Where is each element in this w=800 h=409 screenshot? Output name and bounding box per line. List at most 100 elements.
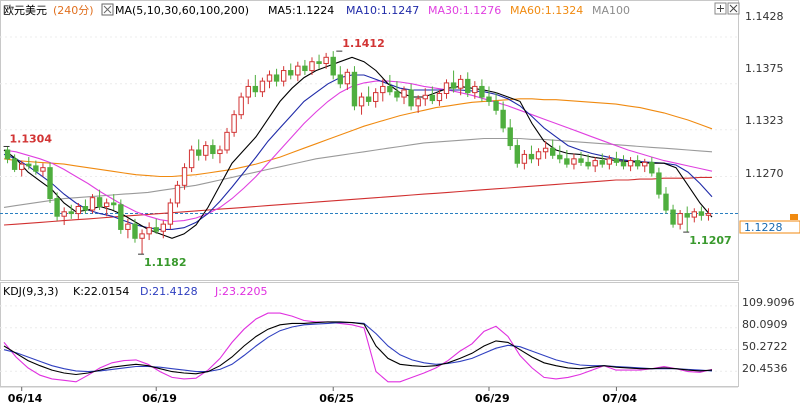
price-tick-1: 1.1375 [745,62,784,75]
candle-body-69 [493,100,499,111]
candle-body-54 [387,85,393,93]
candle-body-88 [627,160,634,167]
candle-body-61 [436,93,443,102]
candle-body-93 [663,193,669,211]
candle-body-71 [507,127,513,147]
candle-body-84 [599,160,605,165]
price-panel-frame [0,0,739,281]
header-ma30: MA30:1.1276 [428,4,501,17]
candle-body-87 [620,161,627,167]
candle-body-42 [302,65,308,72]
candle-body-29 [210,145,216,155]
candle-body-59 [422,94,428,100]
candle-body-8 [61,211,67,217]
header-ma5: MA5:1.1224 [268,4,334,17]
candle-body-58 [415,98,421,107]
header-symbol: 欧元美元 [3,4,47,17]
ma100-line [3,137,713,208]
current-price-value: 1.1228 [744,221,783,234]
candle-body-53 [380,85,386,94]
candle-body-85 [606,158,613,165]
candle-body-35 [252,85,259,93]
date-tick-4: 07/04 [602,392,637,405]
candle-body-22 [160,223,166,232]
candle-body-65 [465,78,471,94]
candle-body-31 [224,131,230,151]
candle-body-89 [634,160,641,167]
kdj-tick-3: 20.4536 [742,362,788,375]
price-annotation-1: 1.1182 [144,256,186,269]
candle-body-14 [103,202,110,207]
candle-body-55 [394,91,400,98]
kdj-label: KDJ(9,3,3) [3,285,59,298]
price-tick-0: 1.1428 [745,10,784,23]
date-tick-3: 06/29 [475,392,510,405]
candle-body-13 [96,197,103,207]
candle-body-43 [309,61,315,72]
candle-body-6 [47,167,53,200]
candle-body-66 [472,85,478,94]
candle-body-60 [429,94,436,102]
candle-body-10 [75,205,82,215]
candle-body-48 [344,71,351,85]
candle-body-96 [684,213,690,218]
candle-body-25 [181,167,188,186]
candle-body-57 [408,89,414,107]
candle-body-47 [337,74,343,85]
kdj-tick-1: 80.0909 [742,318,788,331]
candle-body-26 [188,149,195,169]
candle-body-82 [585,161,591,167]
candle-body-18 [132,223,138,239]
candle-body-11 [82,205,89,211]
current-price-tag: 1.1228 [739,220,800,234]
candle-body-37 [266,74,273,82]
candle-body-23 [167,202,174,225]
candle-body-92 [656,172,662,195]
right-marker-icon [790,214,798,220]
price-tick-3: 1.1270 [745,167,784,180]
kdj-k-value: K:22.0154 [73,285,129,298]
candle-body-95 [677,213,683,225]
candle-body-19 [139,233,145,239]
candle-body-64 [457,78,464,89]
candle-body-83 [592,160,598,167]
candle-body-30 [217,149,223,155]
candle-body-79 [564,158,570,165]
candle-body-2 [19,163,25,170]
ma-settings-icon[interactable] [101,3,114,16]
kdj-j-line [3,312,713,383]
candle-body-21 [153,227,159,232]
candle-body-28 [203,145,209,156]
header-ma60: MA60:1.1324 [510,4,583,17]
ma60-line [3,98,713,178]
header-ma10: MA10:1.1247 [346,4,419,17]
candle-body-34 [245,85,251,98]
candle-body-16 [118,204,124,230]
candle-body-27 [196,149,202,156]
candle-body-1 [11,158,18,170]
ma30-line [3,80,713,223]
header-ma-label: MA(5,10,30,60,100,200) [115,4,249,17]
candle-body-98 [698,211,705,216]
candle-body-56 [401,89,407,98]
candle-body-0 [4,149,11,160]
candle-body-15 [111,202,117,206]
date-axis: 06/14 06/19 06/25 06/29 07/04 [0,386,738,405]
header-period[interactable]: (240分) [53,4,94,17]
price-plot: 1.1304 1.1182 1.1412 1.1207 [0,36,738,269]
kdj-tick-0: 109.9096 [742,296,795,309]
candle-body-49 [351,71,358,107]
candle-body-39 [280,70,287,82]
candle-body-41 [295,65,301,76]
date-tick-0: 06/14 [8,392,43,405]
plus-icon[interactable] [714,2,727,15]
candle-body-70 [500,109,506,129]
close-icon[interactable] [727,2,740,15]
candle-body-40 [288,70,294,76]
candle-body-46 [330,56,336,76]
candle-body-3 [26,163,32,167]
candle-body-36 [259,80,266,93]
price-tick-2: 1.1323 [745,114,784,127]
candle-body-74 [528,153,535,160]
